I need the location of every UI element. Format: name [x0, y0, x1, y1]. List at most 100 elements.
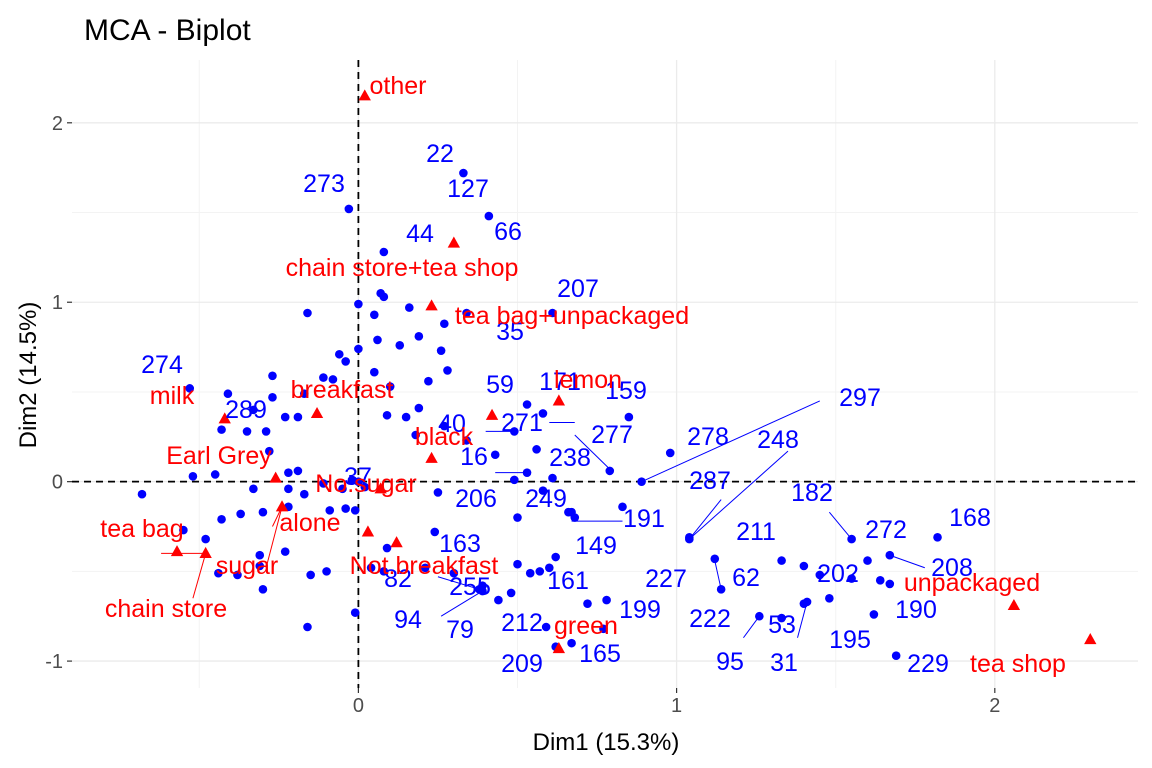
variable-labels: other chain store+tea shop tea bag+unpacka…: [100, 72, 1066, 678]
individual-point: [280, 412, 290, 422]
individual-label: 159: [605, 377, 647, 405]
individual-point: [551, 552, 560, 562]
individual-point: [242, 427, 252, 436]
y-tick-label: 2: [52, 113, 63, 135]
individual-point: [567, 638, 576, 648]
individual-point: [236, 509, 245, 519]
individual-point: [685, 532, 694, 542]
individual-point: [354, 299, 363, 309]
individual-point: [885, 550, 895, 560]
individual-point: [341, 504, 350, 513]
individual-label: 278: [687, 423, 729, 451]
individual-point: [354, 477, 363, 486]
variable-label: milk: [150, 382, 195, 410]
connector-line: [714, 560, 722, 590]
individual-point: [564, 507, 573, 517]
individual-label: 207: [557, 275, 599, 303]
individual-point: [319, 479, 328, 488]
individual-label: 272: [865, 516, 907, 544]
variable-label: tea bag+unpackaged: [455, 302, 689, 330]
individual-point: [284, 484, 293, 494]
individual-point: [299, 489, 309, 499]
individual-point: [548, 308, 557, 318]
individual-label: 22: [426, 140, 454, 168]
individual-point: [411, 430, 420, 440]
individual-point: [799, 561, 809, 571]
connector-line: [797, 601, 808, 638]
individual-point: [548, 473, 557, 483]
individual-point: [201, 534, 210, 544]
individual-point: [334, 349, 344, 359]
individual-point: [223, 389, 233, 399]
individual-point: [379, 567, 389, 576]
individual-label: 229: [907, 650, 949, 678]
individual-label: 277: [591, 421, 633, 449]
y-tick-label: 1: [52, 292, 63, 314]
individual-point: [299, 389, 309, 399]
individual-label: 209: [501, 650, 543, 678]
individual-point: [815, 570, 825, 580]
connector-line: [440, 592, 480, 617]
variable-label: chain store+tea shop: [286, 254, 519, 282]
individual-point: [360, 482, 370, 492]
individual-point: [249, 405, 258, 415]
individual-point: [538, 486, 548, 495]
individual-point: [825, 593, 834, 603]
individual-label: 95: [716, 648, 744, 676]
individual-label: 37: [344, 463, 372, 491]
individual-point: [341, 357, 350, 366]
individual-label: 82: [384, 565, 412, 593]
individual-point: [306, 570, 315, 580]
individual-point: [350, 506, 360, 515]
individual-label: 195: [829, 626, 871, 654]
individual-label: 249: [525, 485, 567, 513]
individual-point: [522, 400, 532, 409]
individual-point: [214, 568, 223, 578]
plot-panel: 22 127 273 44 207 35 274 289 59 171 159 297 40 271 277…: [72, 60, 1138, 688]
individual-point: [328, 375, 338, 384]
individual-point: [369, 310, 379, 320]
individual-point: [449, 568, 459, 578]
individual-point: [710, 554, 720, 564]
individual-point: [522, 468, 532, 477]
individual-label: 227: [645, 565, 687, 593]
variable-point: [425, 451, 438, 463]
variable-label: breakfast: [291, 376, 394, 404]
individual-label: 35: [496, 318, 524, 346]
individual-point: [484, 211, 494, 221]
individual-label: 31: [770, 649, 798, 677]
individual-point: [354, 344, 363, 354]
individual-label: 62: [732, 564, 760, 592]
individual-label: 163: [439, 530, 481, 558]
individual-label: 161: [547, 567, 589, 595]
individual-point: [319, 373, 328, 382]
individual-point: [325, 506, 335, 515]
variable-point: [269, 471, 282, 483]
individual-point: [624, 412, 634, 422]
individual-point: [513, 513, 522, 522]
individual-point: [401, 412, 411, 422]
variable-point: [310, 406, 324, 419]
chart-title: MCA - Biplot: [84, 14, 251, 47]
individual-label: 222: [689, 605, 731, 633]
individual-labels: 22 127 273 44 207 35 274 289 59 171 159 297 40 271 277…: [141, 140, 991, 678]
x-tick-label: 2: [989, 695, 1000, 717]
variable-label: Earl Grey: [166, 442, 272, 470]
individual-point: [258, 507, 268, 517]
individual-point: [535, 567, 545, 576]
individual-point: [665, 448, 675, 458]
individual-point: [293, 466, 303, 476]
variable-label: other: [370, 72, 427, 100]
individual-label: 248: [757, 426, 799, 454]
individual-label: 202: [817, 560, 859, 588]
individual-point: [382, 410, 392, 420]
individual-point: [303, 308, 312, 318]
y-axis-title: Dim2 (14.5%): [15, 302, 42, 449]
individual-point: [369, 367, 379, 377]
individual-label: 287: [689, 467, 731, 495]
individual-point: [462, 436, 471, 445]
individual-point: [385, 382, 395, 391]
variable-label: chain store: [105, 595, 227, 623]
individual-point: [618, 502, 627, 512]
connector-line: [743, 615, 760, 639]
